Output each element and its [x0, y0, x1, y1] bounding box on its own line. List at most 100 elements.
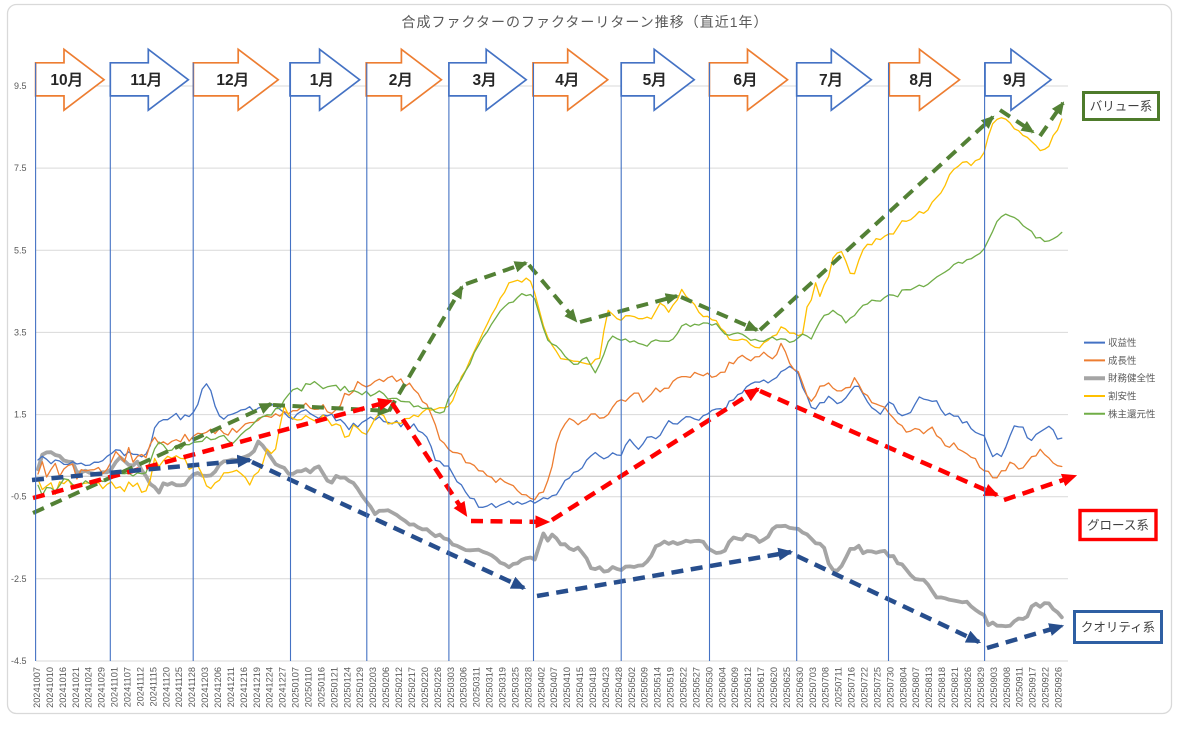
- svg-text:5月: 5月: [643, 71, 667, 89]
- svg-text:20241128: 20241128: [187, 667, 197, 707]
- svg-text:3.5: 3.5: [14, 327, 27, 337]
- svg-text:20250522: 20250522: [679, 667, 689, 708]
- svg-text:20250829: 20250829: [976, 667, 986, 708]
- svg-text:20250604: 20250604: [717, 667, 727, 708]
- svg-text:20250110: 20250110: [304, 667, 314, 707]
- svg-text:20250903: 20250903: [989, 667, 999, 708]
- svg-text:20250319: 20250319: [498, 667, 508, 708]
- svg-text:7.5: 7.5: [14, 163, 27, 173]
- svg-text:20250428: 20250428: [614, 667, 624, 708]
- svg-text:20250306: 20250306: [459, 667, 469, 708]
- svg-text:20250804: 20250804: [898, 667, 908, 708]
- svg-text:クオリティ系: クオリティ系: [1081, 621, 1155, 635]
- svg-text:20250502: 20250502: [627, 667, 637, 708]
- svg-text:20241125: 20241125: [174, 667, 184, 707]
- svg-text:20250311: 20250311: [472, 667, 482, 707]
- svg-text:20250716: 20250716: [847, 667, 857, 708]
- svg-text:20241120: 20241120: [161, 667, 171, 707]
- svg-text:1.5: 1.5: [14, 410, 27, 420]
- svg-text:20241211: 20241211: [226, 667, 236, 707]
- svg-text:20241227: 20241227: [278, 667, 288, 708]
- svg-text:20250617: 20250617: [756, 667, 766, 708]
- svg-text:5.5: 5.5: [14, 245, 27, 255]
- svg-text:20250620: 20250620: [769, 667, 779, 708]
- svg-text:20250911: 20250911: [1015, 667, 1025, 707]
- svg-text:9.5: 9.5: [14, 81, 27, 91]
- svg-text:20250818: 20250818: [937, 667, 947, 708]
- svg-text:20250509: 20250509: [640, 667, 650, 708]
- svg-text:合成ファクターのファクターリターン推移（直近1年）: 合成ファクターのファクターリターン推移（直近1年）: [402, 14, 769, 30]
- svg-text:4月: 4月: [555, 71, 579, 89]
- svg-text:9月: 9月: [1003, 71, 1027, 89]
- svg-text:20250107: 20250107: [291, 667, 301, 708]
- svg-text:成長性: 成長性: [1108, 355, 1137, 367]
- svg-text:1月: 1月: [310, 71, 334, 89]
- svg-text:20250129: 20250129: [355, 667, 365, 708]
- svg-text:20250514: 20250514: [653, 667, 663, 708]
- svg-text:割安性: 割安性: [1108, 391, 1137, 403]
- svg-text:20250725: 20250725: [872, 667, 882, 708]
- svg-text:-2.5: -2.5: [11, 574, 27, 584]
- svg-text:20250922: 20250922: [1041, 667, 1051, 708]
- svg-text:-4.5: -4.5: [11, 656, 27, 666]
- svg-text:20250226: 20250226: [433, 667, 443, 708]
- svg-text:20241206: 20241206: [213, 667, 223, 708]
- svg-text:6月: 6月: [733, 71, 757, 89]
- svg-text:20241219: 20241219: [252, 667, 262, 708]
- svg-text:20250212: 20250212: [394, 667, 404, 708]
- svg-text:20250530: 20250530: [704, 667, 714, 708]
- svg-text:株主還元性: 株主還元性: [1108, 408, 1156, 420]
- svg-text:20241203: 20241203: [200, 667, 210, 708]
- svg-text:20241224: 20241224: [265, 667, 275, 708]
- svg-text:20250206: 20250206: [381, 667, 391, 708]
- svg-text:20250217: 20250217: [407, 667, 417, 708]
- svg-text:20250908: 20250908: [1002, 667, 1012, 708]
- svg-text:20241029: 20241029: [97, 667, 107, 708]
- svg-text:20250328: 20250328: [523, 667, 533, 708]
- svg-text:20250124: 20250124: [342, 667, 352, 708]
- svg-text:20241021: 20241021: [71, 667, 81, 708]
- svg-text:8月: 8月: [909, 71, 933, 89]
- svg-text:20250415: 20250415: [575, 667, 585, 708]
- svg-text:2月: 2月: [389, 71, 413, 89]
- svg-text:収益性: 収益性: [1108, 337, 1137, 349]
- svg-text:20250527: 20250527: [691, 667, 701, 708]
- svg-text:20241101: 20241101: [110, 667, 120, 707]
- svg-text:20250410: 20250410: [562, 667, 572, 708]
- svg-text:20250303: 20250303: [446, 667, 456, 708]
- svg-text:20241115: 20241115: [148, 667, 158, 707]
- svg-text:7月: 7月: [819, 71, 843, 89]
- svg-text:20241112: 20241112: [135, 667, 145, 707]
- svg-text:20241016: 20241016: [58, 667, 68, 708]
- svg-text:20241024: 20241024: [84, 667, 94, 708]
- svg-text:20250220: 20250220: [420, 667, 430, 708]
- svg-text:20250813: 20250813: [924, 667, 934, 708]
- svg-text:11月: 11月: [130, 71, 162, 89]
- svg-text:20241007: 20241007: [32, 667, 42, 708]
- svg-text:20250314: 20250314: [485, 667, 495, 708]
- svg-text:20250418: 20250418: [588, 667, 598, 708]
- svg-text:20250826: 20250826: [963, 667, 973, 708]
- svg-text:グロース系: グロース系: [1087, 519, 1149, 533]
- svg-text:20250730: 20250730: [885, 667, 895, 708]
- svg-text:20250325: 20250325: [510, 667, 520, 708]
- svg-text:20241010: 20241010: [45, 667, 55, 708]
- svg-text:財務健全性: 財務健全性: [1108, 373, 1156, 385]
- svg-text:20241216: 20241216: [239, 667, 249, 708]
- svg-text:20250609: 20250609: [730, 667, 740, 708]
- svg-text:-0.5: -0.5: [11, 492, 27, 502]
- svg-text:20250708: 20250708: [821, 667, 831, 708]
- svg-text:20250407: 20250407: [549, 667, 559, 708]
- svg-text:20250917: 20250917: [1028, 667, 1038, 708]
- svg-text:20250612: 20250612: [743, 667, 753, 708]
- svg-text:20250519: 20250519: [666, 667, 676, 708]
- svg-text:20250703: 20250703: [808, 667, 818, 708]
- svg-text:20241107: 20241107: [123, 667, 133, 707]
- svg-text:20250630: 20250630: [795, 667, 805, 708]
- svg-text:20250423: 20250423: [601, 667, 611, 708]
- svg-text:20250203: 20250203: [368, 667, 378, 708]
- svg-text:20250711: 20250711: [834, 667, 844, 707]
- svg-text:20250821: 20250821: [950, 667, 960, 708]
- svg-text:3月: 3月: [472, 71, 496, 89]
- svg-text:バリュー系: バリュー系: [1090, 100, 1153, 114]
